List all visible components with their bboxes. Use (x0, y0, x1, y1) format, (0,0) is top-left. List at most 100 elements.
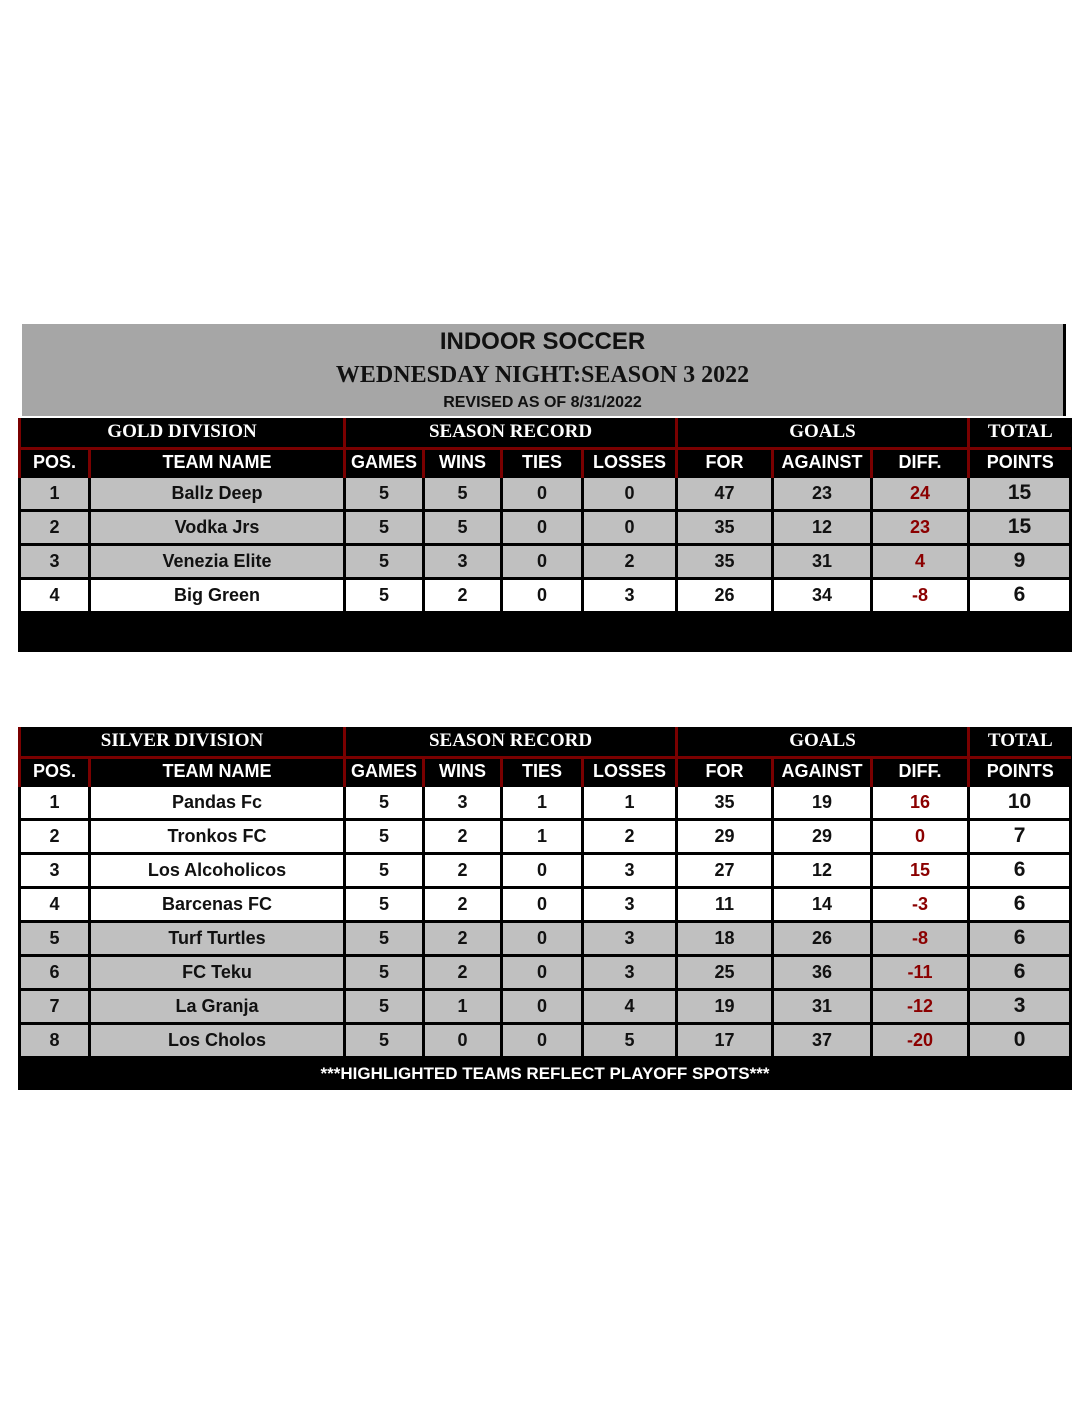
cell-team: Los Alcoholicos (87, 851, 347, 889)
title-banner: INDOOR SOCCER WEDNESDAY NIGHT:SEASON 3 2… (22, 324, 1066, 416)
cell-ties: 0 (500, 953, 585, 991)
cell-for: 18 (675, 919, 775, 957)
cell-pos: 5 (18, 919, 91, 957)
cell-ties: 0 (500, 851, 585, 889)
cell-losses: 3 (581, 885, 679, 923)
cell-diff: 23 (869, 508, 971, 546)
cell-games: 5 (343, 474, 425, 512)
cell-pos: 4 (18, 885, 91, 923)
cell-points: 6 (967, 576, 1073, 614)
cell-team: Big Green (88, 576, 346, 614)
cell-ties: 0 (500, 1021, 585, 1059)
cell-points: 6 (967, 919, 1073, 957)
cell-against: 19 (771, 783, 874, 821)
cell-for: 25 (675, 953, 775, 991)
cell-pos: 1 (18, 783, 91, 821)
column-header-points: POINTS (967, 448, 1071, 476)
cell-games: 5 (343, 783, 426, 821)
cell-team: Vodka Jrs (88, 508, 346, 546)
cell-against: 12 (771, 851, 874, 889)
cell-wins: 3 (422, 783, 504, 821)
cell-diff: 15 (870, 851, 971, 889)
cell-against: 26 (771, 919, 874, 957)
cell-ties: 0 (500, 885, 585, 923)
cell-losses: 0 (581, 474, 678, 512)
cell-losses: 3 (581, 576, 678, 614)
cell-ties: 0 (500, 508, 584, 546)
page-title: INDOOR SOCCER (439, 328, 646, 355)
column-header-against: AGAINST (771, 448, 872, 476)
cell-ties: 0 (500, 576, 584, 614)
column-header-losses: LOSSES (581, 757, 677, 785)
cell-against: 31 (771, 987, 874, 1025)
cell-against: 37 (771, 1021, 874, 1059)
column-header-against: AGAINST (771, 757, 872, 785)
cell-games: 5 (343, 987, 426, 1025)
column-header-losses: LOSSES (581, 448, 677, 476)
total-header: TOTAL (967, 727, 1071, 759)
column-header-diff: DIFF. (869, 448, 969, 476)
division-label: SILVER DIVISION (17, 727, 345, 759)
cell-ties: 1 (500, 783, 585, 821)
cell-losses: 5 (581, 1021, 679, 1059)
bottom-band (19, 612, 1071, 652)
cell-against: 12 (771, 508, 873, 546)
column-header-pos: POS. (18, 448, 90, 476)
cell-diff: -8 (869, 576, 971, 614)
cell-games: 5 (343, 851, 426, 889)
season-record-header: SEASON RECORD (343, 418, 677, 450)
footer-row: ***HIGHLIGHTED TEAMS REFLECT PLAYOFF SPO… (19, 1057, 1071, 1090)
goals-header: GOALS (674, 418, 969, 450)
group-header-row: SILVER DIVISION SEASON RECORD GOALS TOTAL (17, 727, 1071, 759)
cell-losses: 0 (581, 508, 678, 546)
cell-pos: 3 (18, 542, 91, 580)
table-row: 3 Los Alcoholicos 5 2 0 3 27 12 15 6 (18, 851, 1073, 889)
column-header-wins: WINS (422, 448, 502, 476)
cell-diff: 4 (869, 542, 971, 580)
cell-diff: -8 (870, 919, 971, 957)
cell-games: 5 (343, 817, 426, 855)
column-header-points: POINTS (967, 757, 1071, 785)
cell-points: 7 (967, 817, 1073, 855)
cell-points: 15 (967, 474, 1073, 512)
cell-wins: 5 (422, 474, 503, 512)
cell-team: FC Teku (87, 953, 347, 991)
cell-against: 14 (771, 885, 874, 923)
cell-team: Ballz Deep (88, 474, 346, 512)
cell-games: 5 (343, 576, 425, 614)
cell-pos: 6 (18, 953, 91, 991)
cell-diff: -3 (870, 885, 971, 923)
column-header-games: GAMES (343, 757, 424, 785)
cell-ties: 0 (500, 987, 585, 1025)
cell-points: 15 (967, 508, 1073, 546)
table-row: 5 Turf Turtles 5 2 0 3 18 26 -8 6 (18, 919, 1073, 957)
cell-points: 6 (967, 953, 1073, 991)
column-header-diff: DIFF. (870, 757, 969, 785)
cell-diff: -20 (870, 1021, 971, 1059)
cell-pos: 8 (18, 1021, 91, 1059)
cell-losses: 3 (581, 953, 679, 991)
cell-pos: 4 (18, 576, 91, 614)
cell-for: 26 (675, 576, 774, 614)
cell-wins: 2 (422, 851, 504, 889)
cell-wins: 2 (422, 919, 504, 957)
cell-wins: 5 (422, 508, 503, 546)
cell-diff: -12 (870, 987, 971, 1025)
group-header-row: GOLD DIVISION SEASON RECORD GOALS TOTAL (18, 418, 1071, 450)
cell-games: 5 (343, 919, 426, 957)
table-row: 7 La Granja 5 1 0 4 19 31 -12 3 (18, 987, 1073, 1025)
playoff-note: ***HIGHLIGHTED TEAMS REFLECT PLAYOFF SPO… (19, 1057, 1071, 1090)
cell-team: Tronkos FC (87, 817, 347, 855)
cell-ties: 0 (500, 542, 584, 580)
cell-games: 5 (343, 508, 425, 546)
cell-losses: 3 (581, 919, 679, 957)
cell-wins: 2 (422, 953, 504, 991)
cell-games: 5 (343, 885, 426, 923)
cell-wins: 2 (422, 817, 504, 855)
table-row: 3 Venezia Elite 5 3 0 2 35 31 4 9 (18, 542, 1073, 580)
season-record-header: SEASON RECORD (343, 727, 677, 759)
cell-against: 34 (771, 576, 873, 614)
total-header: TOTAL (967, 418, 1071, 450)
cell-for: 11 (675, 885, 775, 923)
cell-wins: 3 (422, 542, 503, 580)
